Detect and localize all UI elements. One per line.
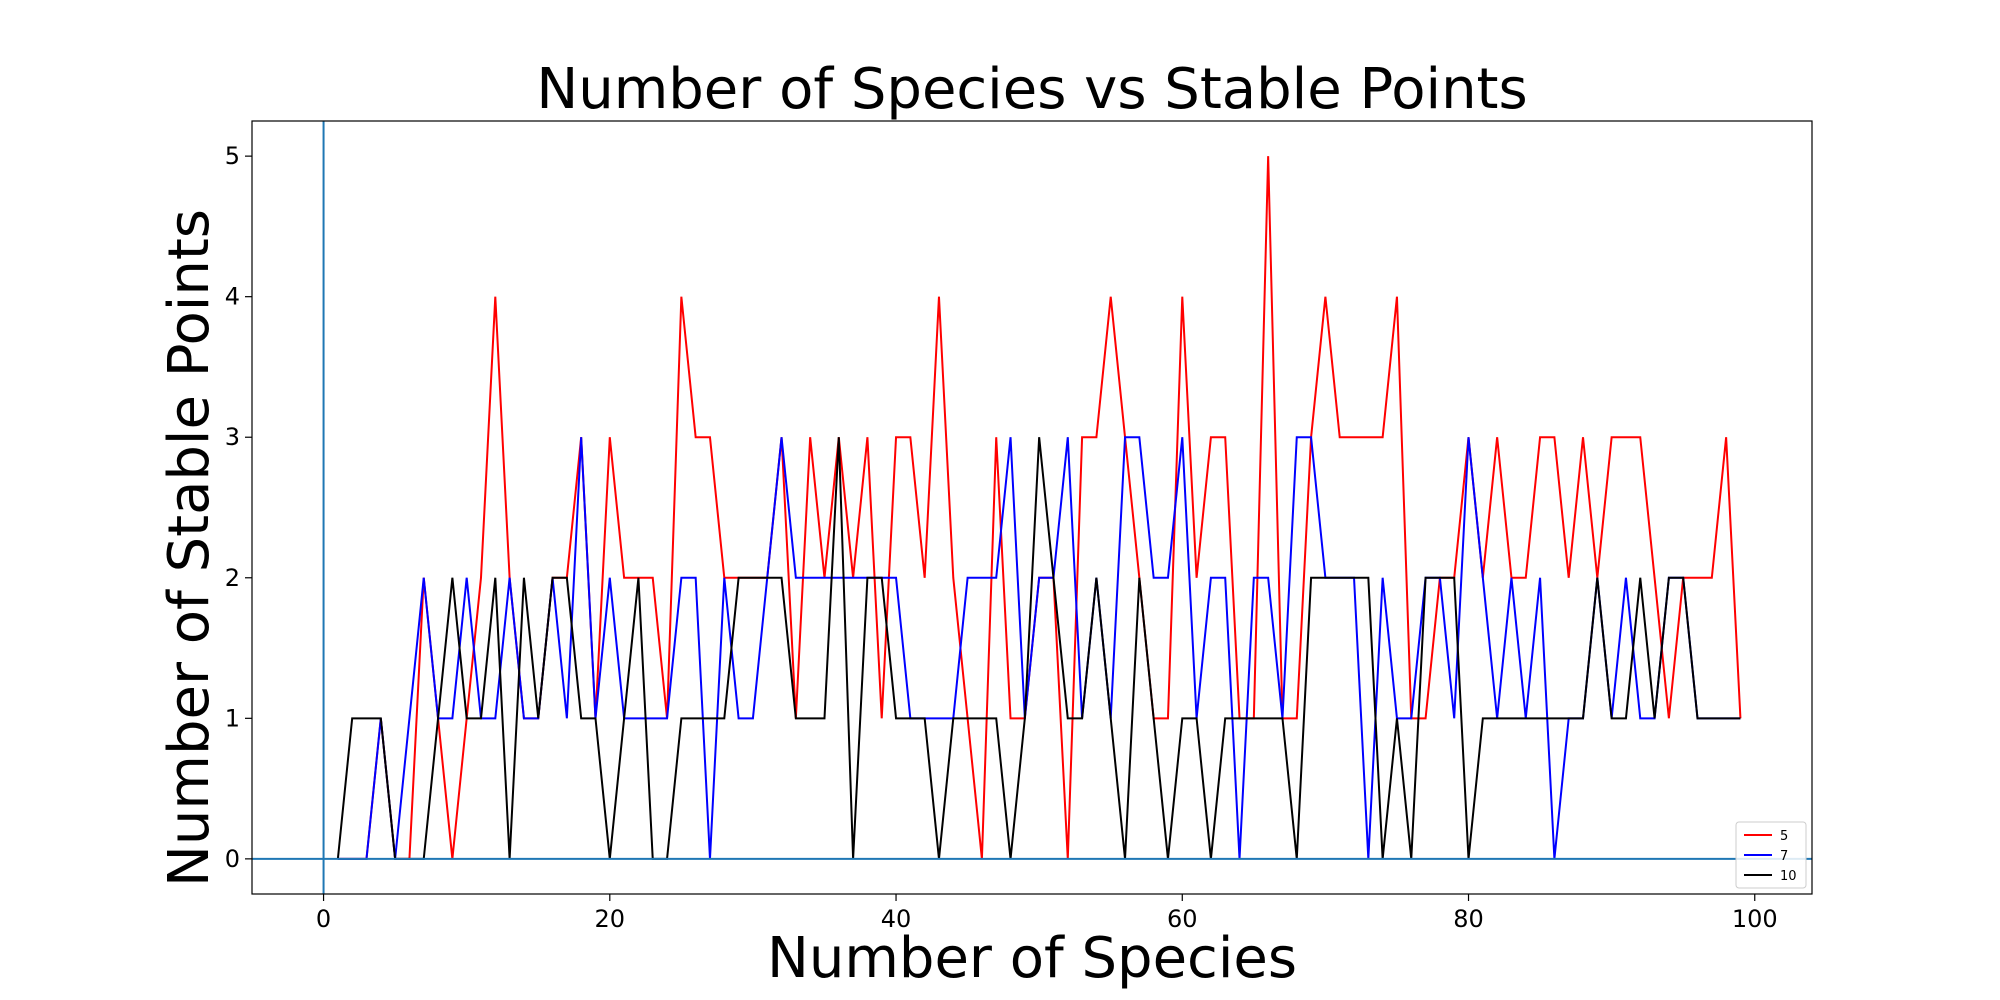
y-tick-label: 2 (225, 564, 240, 592)
legend-label-10: 10 (1780, 869, 1797, 884)
legend-label-5: 5 (1780, 829, 1788, 844)
x-tick-label: 100 (1732, 905, 1778, 933)
x-tick-label: 80 (1453, 905, 1484, 933)
plot-area: 0 20 40 60 80 100 0 1 2 3 4 5 5 7 10 (225, 120, 1813, 933)
series-line-7 (337, 436, 1741, 860)
y-axis-label: Number of Stable Points (157, 209, 222, 887)
x-tick-label: 60 (1167, 905, 1198, 933)
series-line-5 (337, 156, 1742, 860)
chart-title: Number of Species vs Stable Points (536, 57, 1527, 122)
plot-frame (251, 120, 1813, 895)
x-tick-label: 40 (881, 905, 912, 933)
y-tick-label: 3 (225, 423, 240, 451)
y-tick-label: 0 (225, 845, 240, 873)
y-tick-label: 4 (225, 283, 240, 311)
x-axis-label: Number of Species (767, 926, 1297, 991)
y-tick-label: 1 (225, 704, 240, 732)
x-tick-label: 20 (595, 905, 626, 933)
legend-label-7: 7 (1780, 849, 1788, 864)
x-tick-label: 0 (316, 905, 331, 933)
y-tick-label: 5 (225, 142, 240, 170)
series-line-10 (336, 437, 1741, 860)
